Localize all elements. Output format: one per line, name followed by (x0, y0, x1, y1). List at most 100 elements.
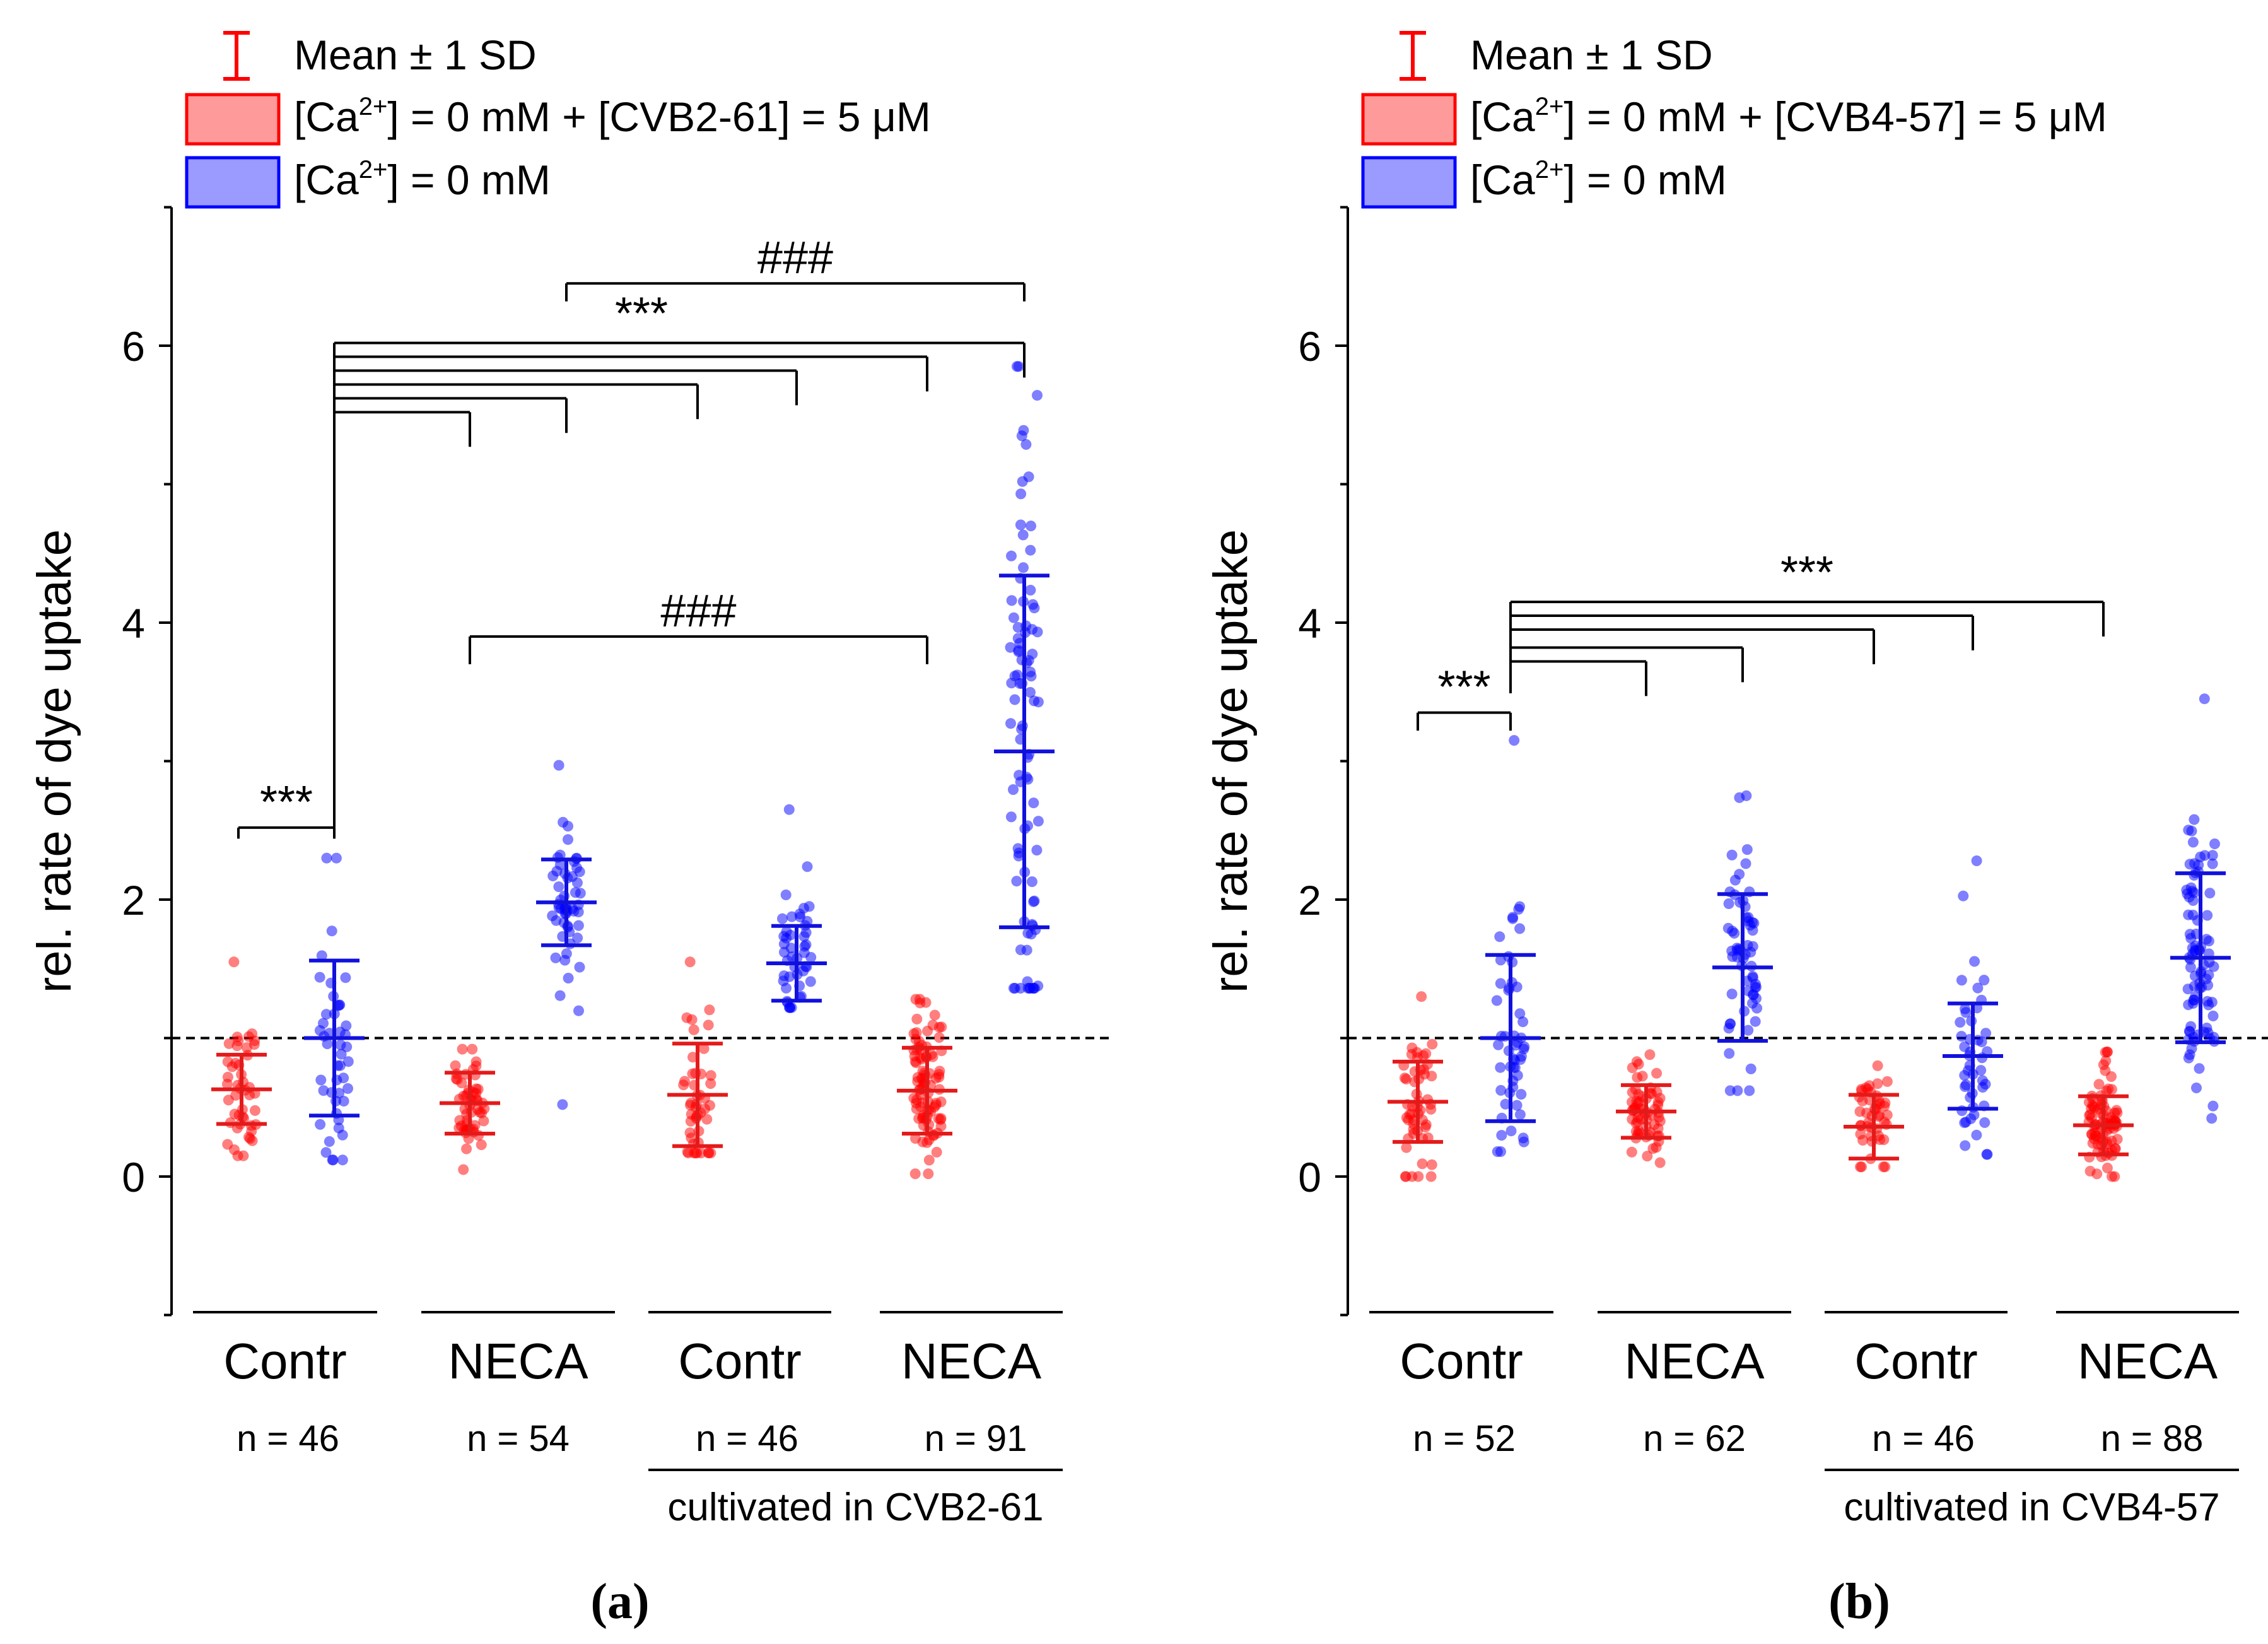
data-point (573, 907, 584, 918)
data-point (1012, 843, 1024, 854)
data-point (315, 1119, 326, 1130)
panel-label: (a) (590, 1574, 649, 1629)
data-point (802, 861, 813, 872)
data-point (318, 1085, 329, 1096)
data-point (2191, 1083, 2202, 1093)
data-point (2083, 1096, 2095, 1108)
legend-red-label: [Ca2+] = 0 mM + [CVB4-57] = 5 μM (1470, 93, 2107, 140)
data-point (338, 1096, 349, 1107)
legend-blue-label-sup: 2+ (359, 156, 388, 184)
data-point (572, 932, 583, 944)
data-point (1647, 1143, 1659, 1154)
data-point (1740, 858, 1751, 869)
data-point (698, 1043, 710, 1054)
data-point (314, 972, 325, 983)
data-point (326, 925, 337, 937)
data-point (1517, 1016, 1529, 1028)
data-point (2187, 910, 2199, 920)
data-point (1872, 1060, 1883, 1071)
legend-red-label: [Ca2+] = 0 mM + [CVB2-61] = 5 μM (294, 93, 931, 140)
legend-blue-label-post: ] = 0 mM (1564, 156, 1727, 203)
data-point (1512, 1070, 1523, 1081)
data-point (909, 1168, 921, 1180)
scatter-blue-group-4 (2181, 693, 2220, 1124)
data-point (703, 1148, 715, 1159)
data-point (557, 1099, 568, 1110)
data-point (1400, 1171, 1412, 1182)
data-point (2184, 929, 2195, 940)
data-point (798, 947, 810, 958)
data-point (1029, 602, 1040, 614)
legend-blue-label-pre: [Ca (294, 156, 359, 203)
data-point (2207, 1011, 2219, 1021)
data-point (1723, 898, 1734, 909)
data-point (2207, 850, 2218, 861)
data-point (547, 871, 559, 881)
data-point (777, 913, 788, 924)
data-point (1420, 1119, 1432, 1130)
category-label: NECA (901, 1333, 1042, 1389)
data-point (1980, 1028, 1992, 1039)
data-point (2190, 991, 2201, 1002)
data-point (802, 915, 813, 927)
scatter-blue-group-1 (314, 852, 354, 1166)
y-tick-label: 2 (1298, 877, 1321, 924)
data-point (334, 999, 345, 1011)
data-point (678, 1079, 689, 1091)
data-point (2194, 1063, 2205, 1074)
data-point (1975, 1065, 1987, 1076)
data-point (785, 929, 796, 941)
data-point (1856, 1161, 1868, 1173)
data-point (1872, 1078, 1883, 1089)
legend-red-swatch (1361, 93, 1457, 146)
data-point (476, 1139, 487, 1151)
data-point (1507, 913, 1518, 924)
data-point (2207, 1100, 2219, 1112)
data-point (1031, 845, 1043, 856)
data-point (1005, 811, 1017, 823)
significance-label: *** (1437, 662, 1490, 713)
sd-bar-red-group-3 (667, 1042, 728, 1148)
legend: Mean ± 1 SD [Ca2+] = 0 mM + [CVB2-61] = 5… (185, 31, 931, 209)
data-point (1654, 1157, 1666, 1168)
data-point (2204, 888, 2216, 899)
data-point (1745, 1063, 1757, 1074)
category-label: Contr (678, 1333, 802, 1389)
data-point (231, 1040, 243, 1052)
data-point (2202, 910, 2213, 921)
data-point (929, 1009, 940, 1021)
category-label: Contr (1400, 1333, 1523, 1389)
y-tick-label: 4 (122, 600, 145, 647)
data-point (1496, 1130, 1507, 1141)
data-point (246, 1125, 257, 1137)
data-point (800, 939, 812, 950)
legend-blue-swatch (1361, 156, 1457, 209)
data-point (1426, 1159, 1437, 1170)
data-point (1493, 1039, 1504, 1050)
data-point (1651, 1067, 1663, 1079)
legend-sd-label: Mean ± 1 SD (294, 32, 537, 78)
data-point (1013, 361, 1024, 372)
data-point (1417, 1158, 1428, 1170)
legend-blue-label: [Ca2+] = 0 mM (294, 156, 551, 203)
data-point (1514, 1109, 1526, 1120)
data-point (684, 1127, 696, 1139)
data-point (1857, 1135, 1868, 1146)
n-label: n = 54 (467, 1418, 570, 1459)
data-point (230, 1089, 242, 1101)
legend-red-label-pre: [Ca (1470, 93, 1535, 140)
data-point (2101, 1047, 2113, 1057)
data-point (2203, 969, 2214, 980)
sd-bar-red-group-1 (1388, 1059, 1448, 1144)
data-point (333, 1122, 344, 1134)
data-point (2199, 693, 2210, 705)
data-point (241, 1042, 252, 1054)
data-point (778, 938, 790, 949)
data-point (1734, 792, 1745, 803)
data-point (1972, 982, 1984, 994)
data-point (1960, 1007, 1972, 1018)
data-point (1873, 1095, 1885, 1107)
n-label: n = 91 (925, 1418, 1027, 1459)
data-point (1644, 1049, 1656, 1060)
legend-blue-label: [Ca2+] = 0 mM (1470, 156, 1727, 203)
